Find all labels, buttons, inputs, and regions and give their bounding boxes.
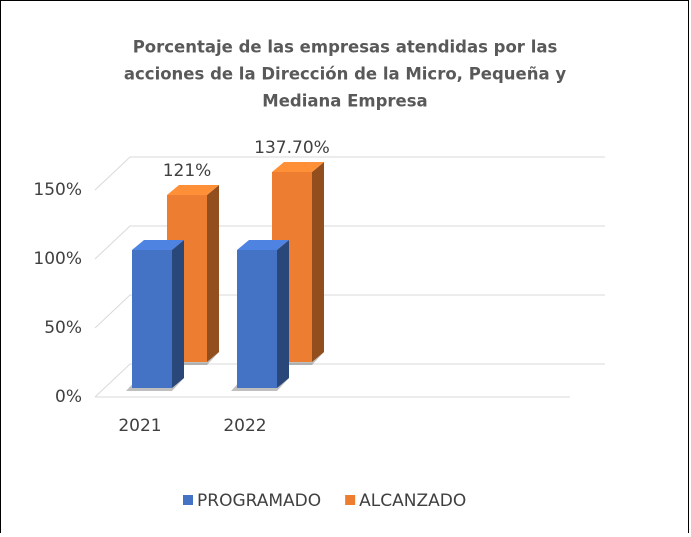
- y-tick-label: 50%: [44, 318, 82, 338]
- chart-title: acciones de la Dirección de la Micro, Pe…: [124, 65, 566, 84]
- grid-line: [94, 225, 605, 260]
- data-label: 137.70%: [254, 138, 330, 158]
- bar-side: [312, 161, 324, 362]
- bar-top: [272, 161, 324, 172]
- y-tick-label: 150%: [33, 180, 82, 200]
- bar-side: [172, 240, 184, 388]
- bar-top: [132, 240, 184, 250]
- bar: [237, 250, 277, 388]
- grid-line: [94, 156, 605, 191]
- y-tick-label: 0%: [55, 387, 82, 407]
- bar-top: [237, 240, 289, 250]
- y-tick-label: 100%: [33, 249, 82, 269]
- legend-swatch: [183, 495, 193, 505]
- x-tick-label: 2021: [118, 416, 161, 436]
- chart-title: Mediana Empresa: [262, 92, 427, 111]
- bar-top: [167, 185, 219, 196]
- chart-title: Porcentaje de las empresas atendidas por…: [133, 38, 558, 57]
- x-tick-label: 2022: [223, 416, 266, 436]
- bar: [132, 250, 172, 388]
- bar-side: [207, 185, 219, 362]
- legend-label: PROGRAMADO: [197, 491, 321, 511]
- grid-line: [94, 294, 605, 329]
- legend-swatch: [345, 495, 356, 505]
- legend-label: ALCANZADO: [359, 491, 466, 511]
- data-label: 121%: [163, 161, 212, 181]
- bar-side: [277, 240, 289, 388]
- grid-line: [94, 363, 605, 398]
